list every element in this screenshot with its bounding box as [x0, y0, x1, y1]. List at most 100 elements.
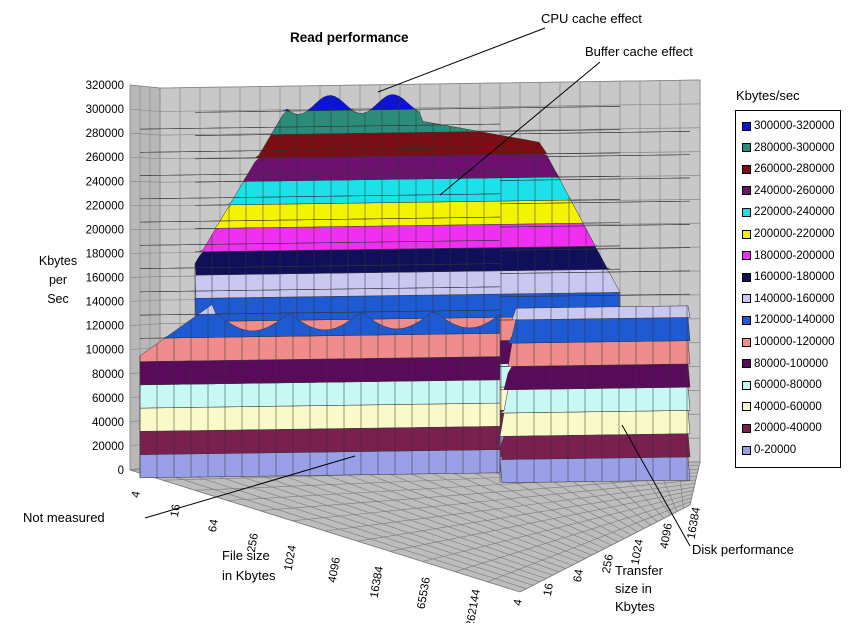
- legend-swatch: [742, 445, 751, 455]
- legend-label: 240000-260000: [754, 184, 835, 197]
- legend-swatch: [742, 143, 751, 153]
- legend-label: 80000-100000: [754, 357, 829, 370]
- legend-label: 100000-120000: [754, 336, 835, 348]
- z-axis-label: Kbytes: [39, 254, 77, 268]
- right-section-band: [500, 247, 690, 251]
- legend-item: 40000-60000: [742, 398, 822, 416]
- y-tick-label: 256: [601, 553, 616, 574]
- annotations: CPU cache effect Buffer cache effect Not m…: [23, 11, 794, 557]
- y-axis-label: size in: [615, 581, 652, 596]
- surface-bands: [139, 94, 691, 484]
- annotation-buffer-cache: Buffer cache effect: [585, 44, 693, 59]
- floor-gridline: [458, 465, 619, 543]
- z-tick-label: 160000: [86, 273, 124, 285]
- legend-item: 20000-40000: [742, 419, 822, 437]
- legend-title: Kbytes/sec: [736, 88, 800, 103]
- legend-swatch: [742, 380, 751, 390]
- legend-item: 100000-120000: [742, 333, 835, 351]
- floor-gridline: [129, 469, 521, 593]
- legend-swatch: [742, 337, 751, 347]
- z-tick-label: 180000: [86, 248, 124, 260]
- left-plateau-band: [140, 304, 500, 316]
- floor-gridline: [151, 469, 527, 589]
- z-tick-label: 140000: [86, 297, 124, 309]
- y-axis-label: Kbytes: [615, 599, 655, 614]
- legend-swatch: [742, 251, 751, 261]
- z-tick-label: 300000: [86, 104, 124, 116]
- left-plateau-band: [139, 311, 501, 339]
- z-tick-label: 20000: [92, 441, 124, 453]
- floor-gridline: [305, 467, 573, 566]
- right-section-band: [499, 131, 691, 135]
- right-section-band: [499, 410, 691, 437]
- y-tick-label: 1024: [630, 538, 646, 566]
- legend-label: 180000-200000: [754, 249, 835, 262]
- legend-item: 140000-160000: [742, 290, 835, 308]
- gridline: [159, 103, 701, 112]
- floor-gridline: [283, 467, 566, 569]
- right-section-band: [499, 433, 691, 460]
- y-tick-label: 4: [512, 598, 525, 607]
- legend-swatch: [742, 359, 751, 369]
- legend-item: 180000-200000: [742, 247, 835, 265]
- gridline: [159, 79, 701, 89]
- gridline: [129, 132, 161, 136]
- legend-label: 260000-280000: [754, 163, 835, 176]
- floor-gridline: [371, 466, 593, 556]
- gridline: [129, 204, 161, 207]
- x-tick-label: 1024: [283, 544, 299, 572]
- gridline: [129, 180, 161, 183]
- annotation-cpu-cache: CPU cache effect: [541, 11, 642, 26]
- y-tick-label: 16384: [686, 506, 703, 540]
- z-tick-label: 280000: [86, 128, 124, 140]
- leader-buffer-cache: [439, 61, 601, 196]
- legend-label: 160000-180000: [754, 271, 835, 284]
- floor-gridline: [414, 465, 606, 549]
- right-section-band: [499, 456, 691, 484]
- legend-label: 140000-160000: [754, 292, 835, 305]
- floor-gridline: [392, 466, 599, 553]
- z-axis-label: per: [49, 273, 67, 287]
- legend-label: 280000-300000: [754, 141, 835, 154]
- right-section-band: [499, 270, 691, 274]
- floor-gridline: [327, 466, 579, 563]
- z-axis-label: Sec: [47, 292, 69, 306]
- gridline: [129, 276, 161, 278]
- legend-swatch: [742, 272, 751, 282]
- leader-cpu-cache: [377, 27, 546, 93]
- x-tick-label: 16: [169, 503, 183, 518]
- left-plateau-band: [140, 170, 500, 176]
- z-tick-label: 60000: [92, 393, 124, 405]
- y-tick-label: 16: [542, 582, 556, 597]
- x-tick-label: 4: [130, 490, 143, 499]
- z-tick-label: 120000: [86, 321, 124, 333]
- legend-label: 60000-80000: [754, 379, 822, 392]
- left-plateau-band: [139, 193, 501, 200]
- legend-label: 220000-240000: [754, 206, 835, 219]
- legend-label: 120000-140000: [754, 314, 835, 327]
- left-plateau-band: [139, 240, 501, 246]
- z-tick-label: 80000: [92, 369, 124, 381]
- gridline: [129, 252, 161, 254]
- floor-gridline: [217, 468, 547, 579]
- gridline: [129, 108, 161, 112]
- legend-swatch: [742, 121, 751, 131]
- legend-item: 0-20000: [742, 441, 796, 459]
- y-axis-label: Transfer: [615, 563, 664, 578]
- legend-swatch: [742, 402, 751, 412]
- legend-label: 20000-40000: [754, 422, 822, 435]
- gridline: [129, 84, 161, 89]
- right-section-band: [499, 340, 691, 367]
- z-tick-label: 100000: [86, 345, 124, 357]
- legend-item: 240000-260000: [742, 182, 835, 200]
- left-plateau-band: [139, 286, 501, 293]
- legend-item: 80000-100000: [742, 355, 828, 373]
- x-axis-label: in Kbytes: [222, 568, 276, 583]
- x-axis-label: File size: [222, 548, 270, 563]
- right-section-band: [499, 386, 691, 414]
- legend-label: 0-20000: [754, 444, 797, 456]
- gridline: [129, 299, 161, 302]
- right-section-band: [499, 224, 691, 228]
- gridline: [129, 156, 161, 160]
